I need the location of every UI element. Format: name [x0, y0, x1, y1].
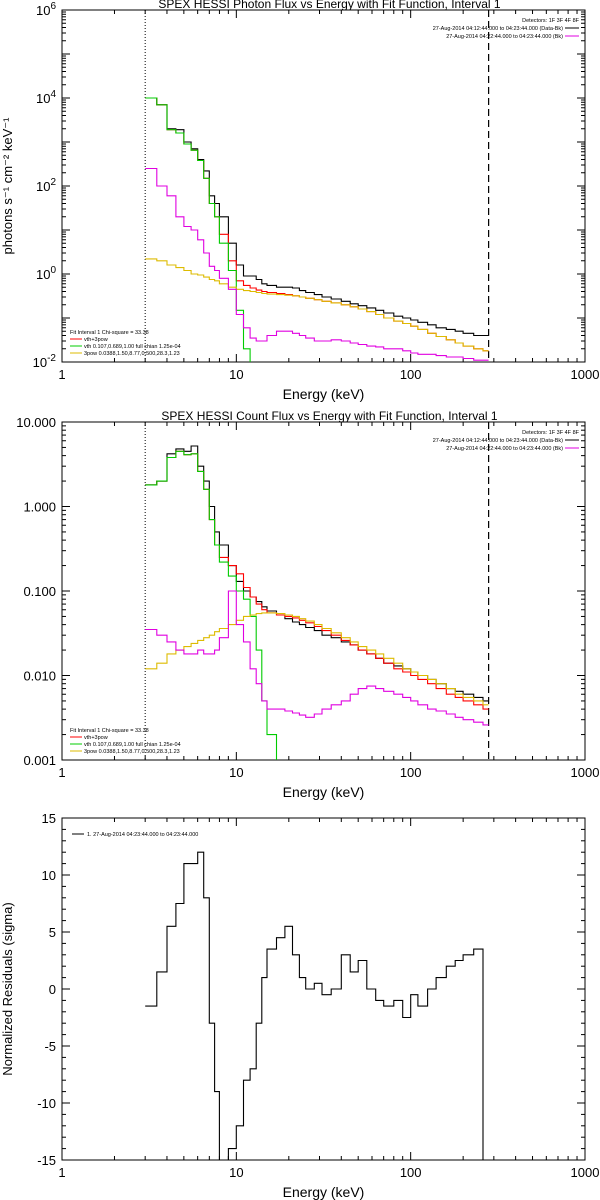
x-tick-label: 100	[400, 765, 422, 780]
y-tick-label: -10	[37, 1096, 56, 1111]
y-tick-label: 0.010	[23, 669, 56, 684]
x-tick-label: 100	[400, 1165, 422, 1180]
y-tick-label: 106	[36, 1, 56, 18]
x-tick-label: 1000	[571, 765, 600, 780]
y-tick-label: 102	[36, 177, 56, 194]
legend-detectors: Detectors: 1F 3F 4F 8F	[522, 430, 579, 436]
y-tick-label: 5	[49, 925, 56, 940]
chart-panel-1: 1 10 100 1000 10-2 100 102 104 106 SPEX HESSI Pho…	[0, 0, 600, 402]
x-tick-label: 10	[229, 367, 243, 382]
x-tick-label: 1000	[571, 367, 600, 382]
chart-panel-3: 1 10 100 1000 -15 -10 -5 0 5 10 15 Energy (keV) Norm…	[0, 811, 599, 1200]
series-line-1	[145, 851, 489, 1160]
legend-detectors: Detectors: 1F 3F 4F 8F	[522, 18, 579, 24]
plot-frame	[61, 817, 586, 1161]
y-tick-label: -5	[44, 1039, 56, 1054]
series-line-4	[145, 258, 489, 352]
x-tick-label: 1000	[571, 1165, 600, 1180]
legend-entry: 27-Aug-2014 04:22:44.000 to 04:23:44.000…	[446, 34, 563, 40]
x-tick-label: 1	[58, 1165, 65, 1180]
y-tick-label: 100	[36, 265, 56, 282]
series-line-5	[145, 167, 489, 361]
x-tick-label: 1	[58, 367, 65, 382]
y-tick-label: 0.100	[23, 584, 56, 599]
x-tick-label: 1	[58, 765, 65, 780]
y-tick-label: 1.000	[23, 500, 56, 515]
y-tick-label: 0	[49, 982, 56, 997]
legend-entry: 3pow 0.0388,1.50,8.77,0.500,28.3,1.23	[84, 749, 180, 755]
y-tick-label: 10.000	[16, 415, 56, 430]
chart-title: SPEX HESSI Count Flux vs Energy with Fit…	[161, 409, 497, 423]
legend-entry: vth 0.107,0.689,1.00 full chian 1.25e-04	[84, 344, 181, 350]
x-axis-label: Energy (keV)	[283, 386, 365, 402]
y-tick-label: 15	[42, 811, 56, 826]
y-axis-label: Normalized Residuals (sigma)	[0, 902, 15, 1075]
series-line-5	[145, 590, 489, 726]
series-line-2	[145, 97, 489, 352]
legend-entry: 27-Aug-2014 04:12:44.000 to 04:23:44.000…	[433, 26, 563, 32]
series-line-4	[145, 612, 489, 706]
x-tick-label: 100	[400, 367, 422, 382]
y-tick-label: 0.001	[23, 753, 56, 768]
legend-fit-title: Fit Interval 1 Chi-square = 33.38	[70, 330, 149, 336]
series-group	[145, 97, 489, 362]
y-tick-label: 104	[36, 89, 56, 106]
legend-entry: 1. 27-Aug-2014 04:23:44.000 to 04:23:44.…	[87, 832, 198, 838]
y-axis-label: photons s⁻¹ cm⁻² keV⁻¹	[0, 117, 15, 255]
series-line-3	[145, 450, 278, 760]
legend-fit-title: Fit Interval 1 Chi-square = 33.38	[70, 728, 149, 734]
chart-panel-2: 1 10 100 1000 0.001 0.010 0.100 1.000 10.000 SPEX…	[16, 409, 600, 800]
y-tick-label: 10	[42, 868, 56, 883]
legend-entry: vth 0.107,0.689,1.00 full chian 1.25e-04	[84, 742, 181, 748]
x-axis-label: Energy (keV)	[283, 1184, 365, 1200]
legend-entry: 27-Aug-2014 04:12:44.000 to 04:23:44.000…	[433, 438, 563, 444]
series-line-3	[145, 97, 251, 362]
x-tick-label: 10	[229, 765, 243, 780]
series-group	[145, 445, 489, 760]
legend-entry: vth+3pow	[84, 735, 108, 741]
plot-frame	[61, 9, 586, 363]
series-line-1	[145, 445, 489, 702]
legend-entry: vth+3pow	[84, 337, 108, 343]
y-tick-label: -15	[37, 1153, 56, 1168]
legend-entry: 27-Aug-2014 04:22:44.000 to 04:23:44.000…	[446, 446, 563, 452]
y-tick-label: 10-2	[33, 353, 57, 370]
x-tick-label: 10	[229, 1165, 243, 1180]
series-line-2	[145, 450, 489, 710]
legend-entry: 3pow 0.0388,1.50,8.77,0.500,28.3,1.23	[84, 351, 180, 357]
x-axis-label: Energy (keV)	[283, 784, 365, 800]
series-group	[145, 851, 489, 1160]
chart-title: SPEX HESSI Photon Flux vs Energy with Fi…	[158, 0, 500, 11]
